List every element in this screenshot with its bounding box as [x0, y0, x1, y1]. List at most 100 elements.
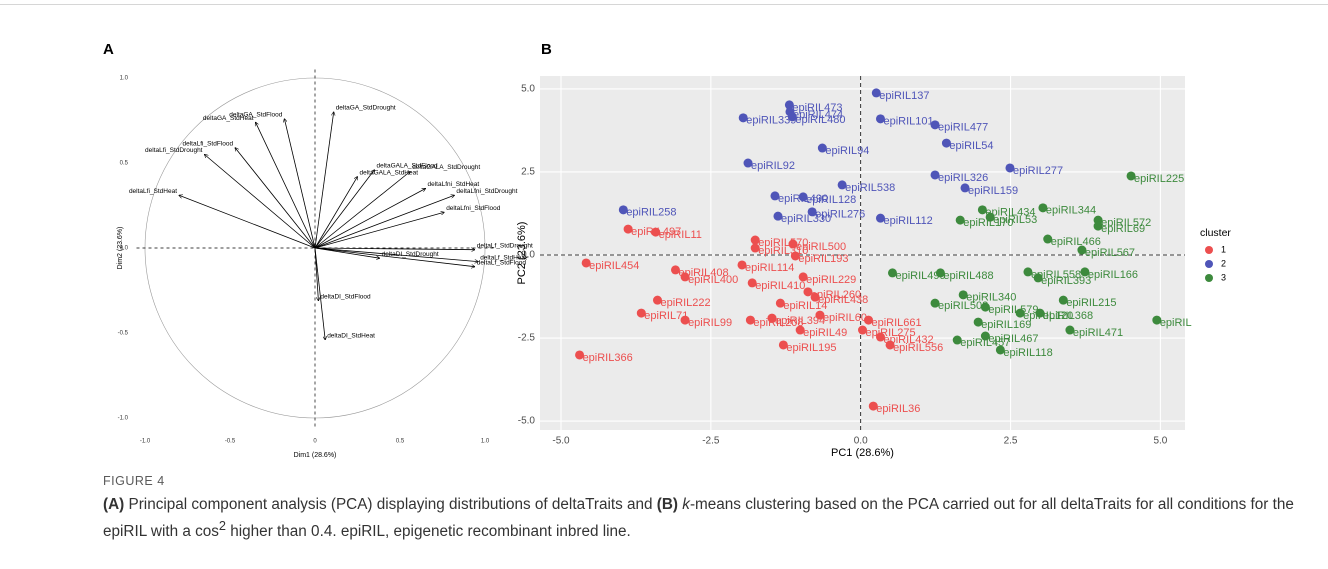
point	[670, 265, 680, 275]
point-label: epiRIL49	[803, 327, 847, 339]
figure-label: FIGURE 4	[103, 474, 165, 488]
point-label: epiRIL169	[981, 319, 1031, 331]
point-label: epiRIL579	[988, 304, 1038, 316]
point-label: epiRIL330	[781, 213, 831, 225]
point-label: epiRIL339	[746, 115, 796, 127]
variable-label: deltaLfni_StdHeat	[428, 181, 480, 188]
point-label: epiRIL53	[993, 214, 1037, 226]
variable-arrow	[314, 247, 475, 267]
point	[790, 251, 800, 261]
y-axis-title: Dim2 (23.6%)	[117, 227, 124, 270]
point	[887, 268, 897, 278]
point	[995, 345, 1005, 355]
point-label: epiRIL120	[1023, 310, 1073, 322]
point-label: epiRIL159	[968, 185, 1018, 197]
point	[930, 170, 940, 180]
x-tick-label: 0.5	[396, 439, 405, 445]
point-label: epiRIL208	[753, 317, 803, 329]
point-label: epiRIL195	[786, 342, 836, 354]
point-label: epiRIL101	[883, 116, 933, 128]
point-label: epiRIL474	[793, 109, 843, 121]
y-tick-label: 0.0	[120, 246, 129, 252]
point-label: epiRIL258	[626, 207, 676, 219]
legend-title: cluster	[1200, 227, 1231, 239]
point-label: epiRIL225	[1134, 173, 1184, 185]
point-label: epiRIL71	[644, 310, 688, 322]
point	[737, 260, 747, 270]
point-label: epiRIL94	[825, 145, 869, 157]
point-label: epiRIL394	[775, 315, 825, 327]
point	[680, 272, 690, 282]
y-tick-label: -2.5	[518, 333, 536, 344]
point	[738, 113, 748, 123]
variable-arrow	[179, 195, 316, 249]
point-label: epiRIL661	[871, 317, 921, 329]
variable-arrow	[314, 195, 454, 249]
point-label: epiRIL92	[751, 160, 795, 172]
x-axis-title: PC1 (28.6%)	[831, 447, 894, 459]
point	[885, 340, 895, 350]
point	[941, 138, 951, 148]
variable-arrow	[314, 212, 444, 249]
point	[863, 315, 873, 325]
point	[955, 215, 965, 225]
point-label: epiRIL128	[806, 194, 856, 206]
point-label: epiRIL215	[1066, 297, 1116, 309]
point	[1043, 234, 1053, 244]
variable-label: deltaLfi_StdDrought	[145, 147, 203, 154]
point-label: epiRIL454	[589, 260, 639, 272]
variable-label: deltaLfni_StdDrought	[456, 188, 517, 195]
point	[807, 207, 817, 217]
point-label: epiRIL170	[963, 217, 1013, 229]
variable-label: deltaLfi_StdHeat	[129, 188, 177, 195]
point	[784, 100, 794, 110]
point	[788, 239, 798, 249]
point	[623, 224, 633, 234]
point-label: epiRIL408	[678, 267, 728, 279]
point	[875, 114, 885, 124]
point	[773, 211, 783, 221]
point-label: epiRIL480	[795, 114, 845, 126]
variable-label: deltaLfi_StdFlood	[183, 140, 234, 147]
legend-key	[1205, 274, 1213, 282]
point-label: epiRIL488	[943, 270, 993, 282]
x-tick-label: -2.5	[702, 436, 720, 447]
variable-arrow	[235, 148, 316, 249]
point	[973, 317, 983, 327]
x-tick-label: 0	[313, 439, 317, 445]
point-label: epiRIL508	[938, 300, 988, 312]
point-label: epiRIL410	[755, 280, 805, 292]
point	[871, 88, 881, 98]
point	[1080, 267, 1090, 277]
x-tick-label: -5.0	[552, 436, 570, 447]
caption-part: -means clustering based on the PCA carri…	[103, 496, 1294, 541]
plot-background	[540, 76, 1185, 430]
variable-arrow	[314, 247, 380, 258]
caption-part: (A)	[103, 496, 125, 513]
variable-label: deltaLf_StdHeat	[480, 254, 527, 261]
y-tick-label: -5.0	[518, 416, 536, 427]
point	[817, 143, 827, 153]
point	[980, 331, 990, 341]
caption-part: (B)	[656, 496, 679, 513]
figure-caption: FIGURE 4 (A) Principal component analysi…	[103, 474, 1313, 542]
point	[1058, 295, 1068, 305]
point	[745, 315, 755, 325]
legend-label: 1	[1221, 244, 1226, 254]
point	[985, 212, 995, 222]
point	[767, 313, 777, 323]
point-label: epiRIL114	[745, 262, 794, 274]
point-label: epiRIL434	[985, 207, 1035, 219]
y-tick-label: 5.0	[521, 84, 535, 95]
x-tick-label: 1.0	[481, 439, 490, 445]
point-label: epiRIL366	[583, 352, 633, 364]
point-label: epiRIL572	[1101, 217, 1151, 229]
caption-part: higher than 0.4. epiRIL, epigenetic reco…	[226, 523, 631, 541]
variable-label: deltaLfni_StdFlood	[446, 205, 501, 212]
variable-arrow	[314, 112, 334, 249]
variable-label: deltaGA_StdHeat	[203, 115, 254, 122]
point	[875, 332, 885, 342]
y-tick-label: 0.5	[120, 161, 129, 167]
point	[1005, 163, 1015, 173]
point	[930, 298, 940, 308]
